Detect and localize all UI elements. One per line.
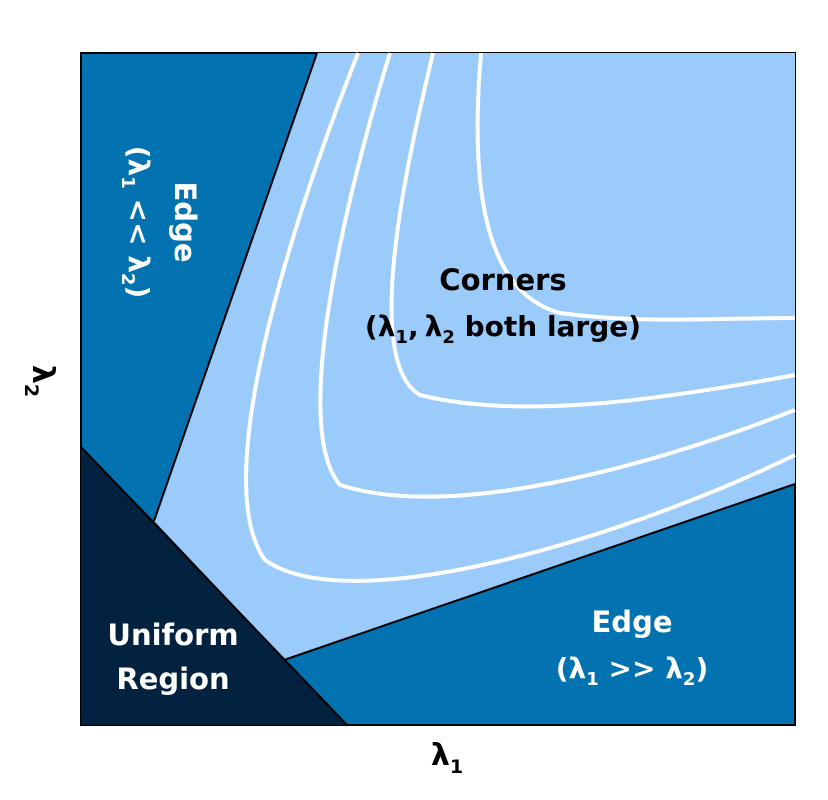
corner-region bbox=[154, 53, 795, 660]
contour-line-2 bbox=[389, 52, 796, 409]
boundary-top-edge bbox=[153, 52, 318, 522]
edge-top-desc: (λ1 << λ2) bbox=[117, 146, 155, 299]
contour-line-1 bbox=[475, 52, 796, 322]
y-axis-label: λ2 bbox=[20, 365, 60, 397]
edge-right-title: Edge bbox=[592, 605, 673, 639]
corners-label-desc: (λ1, λ2 both large) bbox=[365, 310, 641, 348]
corners-label-title: Corners bbox=[439, 263, 566, 297]
contour-line-4 bbox=[244, 52, 796, 583]
uniform-label-line1: Uniform bbox=[107, 618, 238, 652]
edge-top-label: Edge (λ1 << λ2) bbox=[117, 146, 202, 299]
edge-top-title: Edge bbox=[168, 182, 202, 263]
boundary-right-edge bbox=[283, 483, 796, 661]
edge-right-desc: (λ1 >> λ2) bbox=[556, 652, 709, 690]
boundary-uniform bbox=[80, 446, 348, 726]
y-axis-label-group: λ2 bbox=[20, 365, 60, 397]
contour-line-3 bbox=[318, 52, 796, 499]
uniform-label-line2: Region bbox=[116, 662, 229, 696]
x-axis-label: λ1 bbox=[431, 738, 463, 778]
